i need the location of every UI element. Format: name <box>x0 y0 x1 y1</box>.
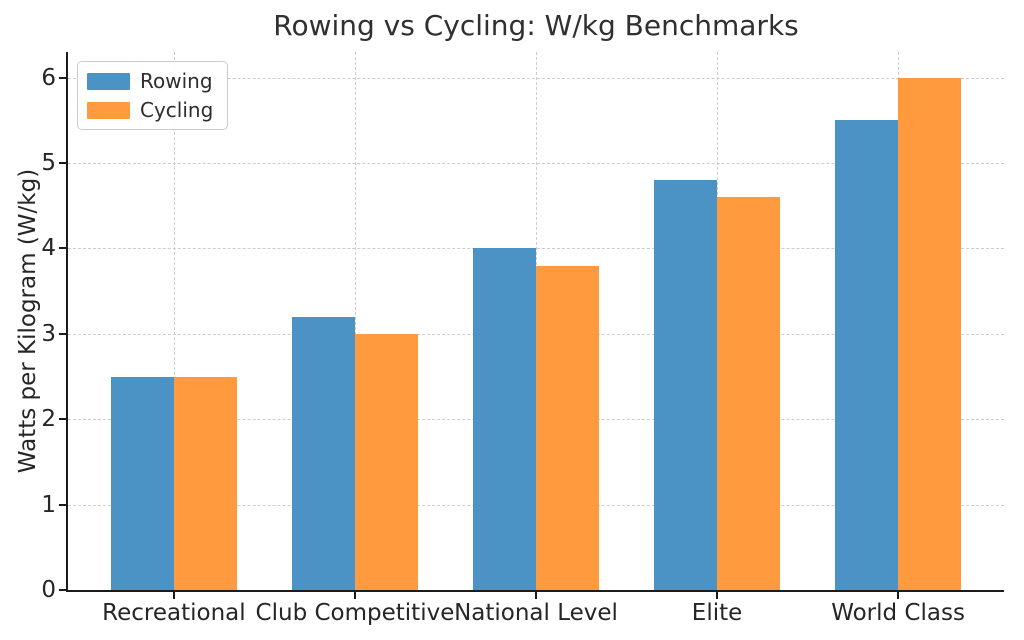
y-tick-label-5: 5 <box>41 150 56 177</box>
y-tick-0 <box>59 589 66 591</box>
y-tick-label-0: 0 <box>41 577 56 603</box>
legend-label-cycling: Cycling <box>140 98 214 122</box>
x-tick-2 <box>535 592 537 599</box>
legend: Rowing Cycling <box>77 61 229 130</box>
legend-item-rowing: Rowing <box>87 70 213 92</box>
y-tick-5 <box>59 162 66 165</box>
legend-swatch-cycling <box>87 101 130 119</box>
gridline-v-1 <box>354 52 356 590</box>
bar-rowing-2 <box>472 248 536 590</box>
x-tick-label-1: Club Competitive <box>255 600 455 626</box>
legend-label-rowing: Rowing <box>140 69 213 93</box>
chart-title: Rowing vs Cycling: W/kg Benchmarks <box>273 9 799 42</box>
bar-cycling-4 <box>898 77 962 590</box>
x-tick-label-4: World Class <box>831 600 965 626</box>
bar-rowing-0 <box>110 376 174 590</box>
y-tick-label-4: 4 <box>41 235 56 262</box>
y-tick-3 <box>59 332 66 335</box>
bar-rowing-3 <box>653 180 718 590</box>
y-axis-spine <box>66 52 68 592</box>
gridline-v-0 <box>173 52 175 590</box>
x-tick-label-0: Recreational <box>102 600 246 626</box>
legend-item-cycling: Cycling <box>87 99 213 121</box>
bar-cycling-2 <box>536 265 600 590</box>
y-tick-label-2: 2 <box>41 406 56 433</box>
bar-rowing-1 <box>291 316 355 590</box>
bar-cycling-1 <box>354 333 419 590</box>
x-tick-4 <box>897 592 900 599</box>
bar-cycling-0 <box>173 376 238 590</box>
x-tick-1 <box>353 592 356 599</box>
y-tick-4 <box>59 247 66 250</box>
y-tick-2 <box>59 418 66 421</box>
plot-area: Rowing Cycling <box>68 52 1004 590</box>
y-tick-label-3: 3 <box>41 320 56 347</box>
bar-rowing-4 <box>834 120 899 590</box>
y-tick-6 <box>59 76 66 79</box>
x-tick-label-3: Elite <box>691 600 743 626</box>
x-tick-3 <box>716 592 719 599</box>
x-axis-spine <box>66 590 1004 592</box>
bar-cycling-3 <box>717 197 781 590</box>
x-tick-label-2: National Level <box>454 600 618 626</box>
y-tick-label-6: 6 <box>41 64 56 91</box>
y-tick-1 <box>59 503 66 506</box>
x-tick-0 <box>172 592 175 599</box>
legend-swatch-rowing <box>87 72 130 90</box>
y-tick-label-1: 1 <box>41 491 56 518</box>
